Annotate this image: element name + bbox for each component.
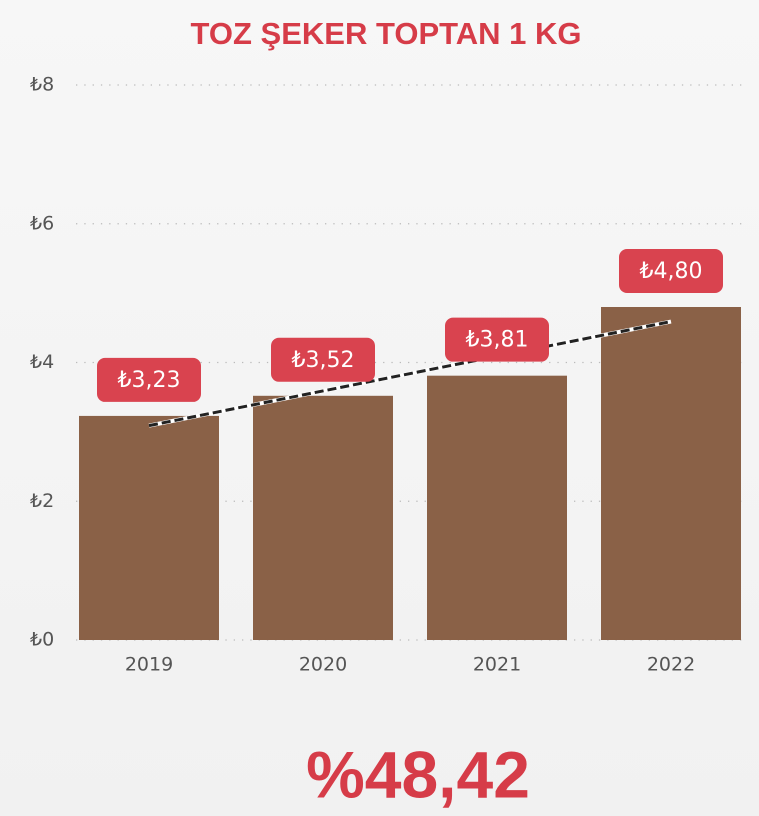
trend-line xyxy=(148,320,672,428)
bar xyxy=(601,307,741,640)
bar xyxy=(253,395,393,640)
y-tick-label: ₺8 xyxy=(30,74,54,96)
x-tick-label: 2020 xyxy=(299,654,347,676)
x-tick-label: 2021 xyxy=(473,654,521,676)
value-label-bg xyxy=(271,337,375,382)
value-label: ₺3,52 xyxy=(292,348,355,373)
bar xyxy=(427,375,567,640)
value-label-bg xyxy=(619,249,723,293)
x-tick-label: 2019 xyxy=(125,654,173,676)
value-label: ₺3,23 xyxy=(118,368,181,393)
chart-title: TOZ ŞEKER TOPTAN 1 KG xyxy=(191,16,582,51)
y-tick-label: ₺2 xyxy=(30,490,54,512)
value-label: ₺4,80 xyxy=(640,259,703,284)
value-label: ₺3,81 xyxy=(466,328,529,353)
y-tick-label: ₺6 xyxy=(30,212,54,234)
y-tick-label: ₺0 xyxy=(30,629,54,651)
value-label-bg xyxy=(445,317,549,362)
y-tick-label: ₺4 xyxy=(30,351,54,373)
value-label-bg xyxy=(97,357,201,402)
headline-change: %48,42 xyxy=(306,737,530,811)
bar xyxy=(79,415,219,640)
x-tick-label: 2022 xyxy=(647,654,695,676)
